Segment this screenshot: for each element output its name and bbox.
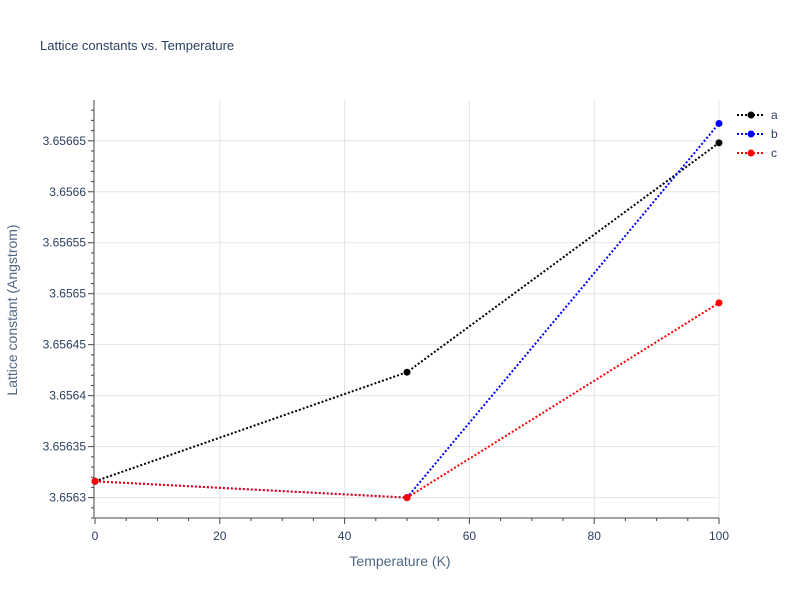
x-axis-label: Temperature (K): [349, 553, 451, 569]
legend-label: c: [771, 145, 777, 160]
y-tick-label: 3.65645: [43, 338, 87, 352]
series-line-a: [94, 142, 720, 483]
data-point-c: [715, 299, 723, 307]
data-point-b: [715, 119, 723, 127]
y-tick-label: 3.6566: [49, 185, 86, 199]
x-tick-label: 100: [709, 529, 729, 543]
y-tick-label: 3.65655: [43, 236, 87, 250]
legend-swatch: [737, 130, 765, 137]
data-point-c: [403, 494, 411, 502]
legend-item-b[interactable]: b: [735, 124, 778, 143]
x-tick-label: 40: [338, 529, 352, 543]
y-tick-label: 3.65635: [43, 440, 87, 454]
y-tick-label: 3.6563: [49, 491, 86, 505]
x-tick-label: 80: [588, 529, 602, 543]
data-point-c: [91, 477, 99, 485]
data-point-a: [403, 368, 411, 376]
legend-label: b: [771, 126, 778, 141]
x-tick-label: 60: [463, 529, 477, 543]
data-point-a: [715, 139, 723, 147]
x-tick-label: 0: [92, 529, 99, 543]
y-tick-label: 3.6564: [49, 389, 86, 403]
x-tick-label: 20: [213, 529, 227, 543]
y-axis-label: Lattice constant (Angstrom): [4, 224, 20, 396]
legend-swatch: [737, 111, 765, 118]
chart-title: Lattice constants vs. Temperature: [40, 38, 235, 53]
legend-label: a: [771, 107, 778, 122]
series-line-b: [94, 122, 720, 499]
legend-swatch: [737, 149, 765, 156]
y-tick-label: 3.6565: [49, 287, 86, 301]
y-tick-label: 3.65665: [43, 134, 87, 148]
series-line-c: [94, 302, 720, 499]
legend-item-a[interactable]: a: [735, 105, 778, 124]
legend-item-c[interactable]: c: [735, 143, 778, 162]
